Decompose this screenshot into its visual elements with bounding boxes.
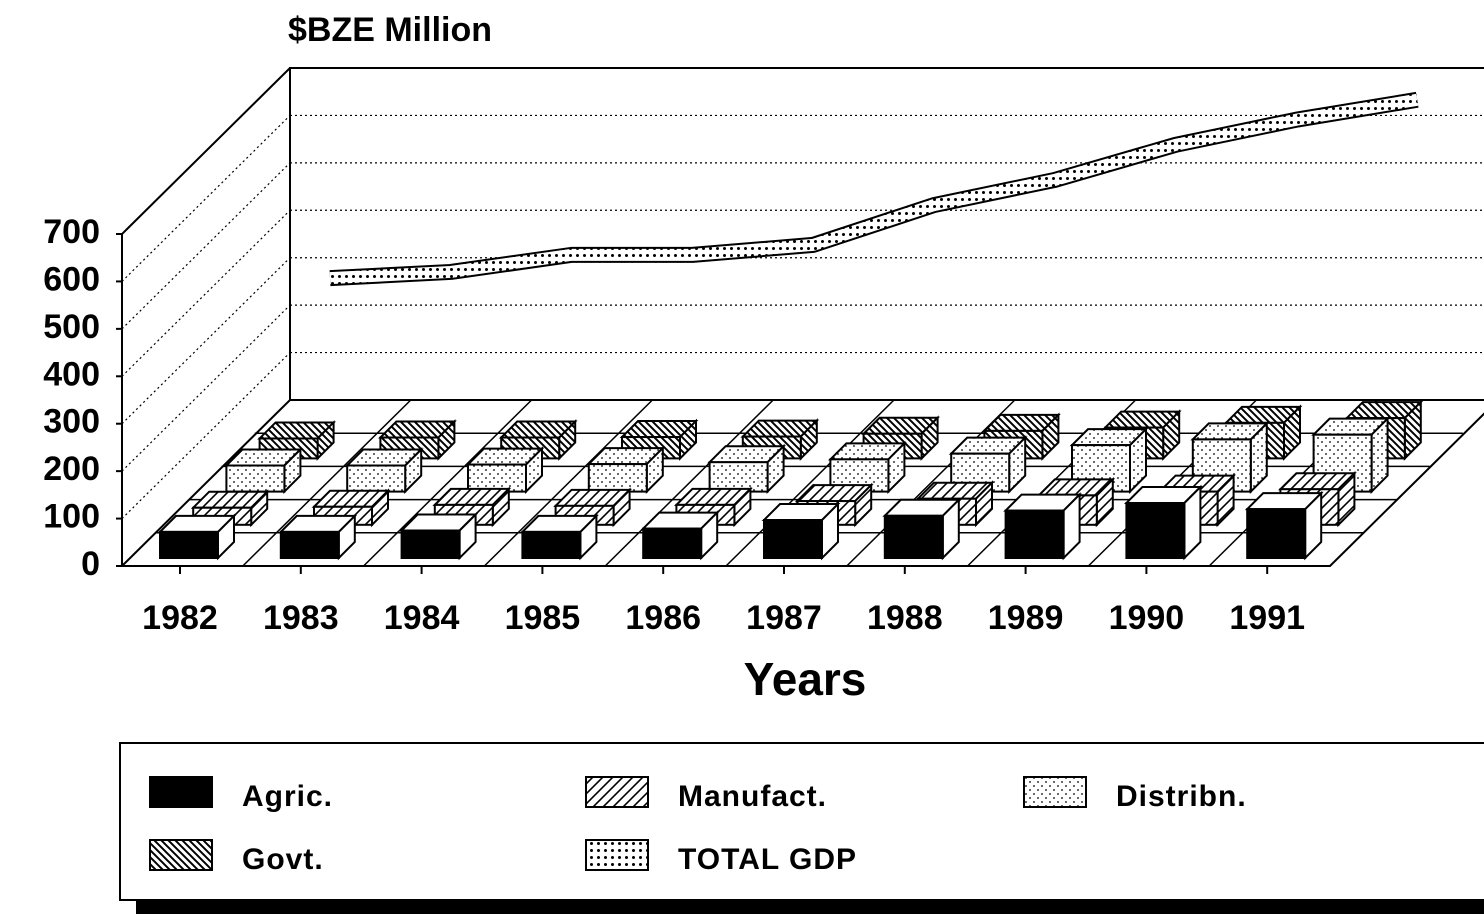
bar — [279, 530, 340, 560]
floor-line — [725, 399, 895, 567]
chart-title: $BZE Million — [288, 11, 492, 49]
legend-items: Agric. Manufact. Distribn. Govt. TOTAL GDP — [149, 776, 1247, 876]
grid-line — [121, 67, 291, 235]
bar — [400, 529, 461, 560]
bar — [708, 461, 769, 493]
floor-line — [363, 399, 533, 567]
x-tick-label: 1988 — [867, 599, 943, 637]
grid-line — [121, 115, 291, 282]
legend-label: Manufact. — [678, 780, 827, 813]
bar — [467, 463, 527, 493]
x-tick-label: 1985 — [505, 599, 581, 637]
floor-line — [242, 399, 412, 567]
legend-label: Agric. — [242, 780, 333, 813]
floor-line — [483, 399, 653, 567]
x-tick-label: 1984 — [384, 599, 460, 637]
grid-line — [121, 162, 291, 330]
grid-line — [121, 209, 291, 377]
legend-label: Distribn. — [1116, 780, 1247, 813]
floor-line — [604, 399, 774, 567]
y-tick-label: 400 — [43, 355, 100, 393]
bar — [763, 519, 823, 559]
plot: 0 100 200 300 400 500 600 700 1982 1983 1984 1985 19… — [43, 67, 1484, 637]
y-tick-label: 500 — [43, 308, 100, 346]
legend-swatch — [1023, 776, 1087, 808]
x-tick-label: 1990 — [1109, 599, 1185, 637]
legend-swatch — [585, 839, 649, 871]
x-tick-label: 1987 — [746, 599, 822, 637]
y-tick-label: 600 — [43, 260, 100, 298]
grid-line — [121, 257, 291, 425]
grid-line — [121, 352, 291, 519]
y-tick-label: 200 — [43, 450, 100, 488]
y-tick-label: 700 — [43, 213, 100, 251]
x-tick-label: 1986 — [625, 599, 701, 637]
y-tick-label: 100 — [43, 498, 100, 536]
bar — [1125, 501, 1186, 559]
legend-swatch — [149, 776, 213, 808]
x-tick-label: 1991 — [1229, 599, 1305, 637]
legend — [119, 742, 1484, 901]
bar — [883, 514, 944, 560]
legend-swatch — [149, 839, 213, 871]
y-tick-label: 0 — [81, 545, 100, 583]
bar — [521, 530, 582, 560]
x-tick-label: 1982 — [142, 599, 218, 637]
x-tick-label: 1989 — [988, 599, 1064, 637]
legend-label: Govt. — [242, 843, 324, 876]
bar — [642, 527, 703, 560]
line — [329, 93, 1419, 285]
bar — [1004, 509, 1065, 560]
grid-line — [121, 304, 291, 472]
bar — [1246, 508, 1307, 559]
x-axis-label: Years — [744, 653, 867, 705]
y-tick-label: 300 — [43, 403, 100, 441]
bar — [587, 463, 648, 493]
legend-label: TOTAL GDP — [678, 843, 857, 876]
legend-swatch — [585, 776, 649, 808]
bar — [159, 530, 219, 560]
x-tick-label: 1983 — [263, 599, 339, 637]
bar — [346, 464, 407, 493]
bar — [225, 464, 286, 493]
